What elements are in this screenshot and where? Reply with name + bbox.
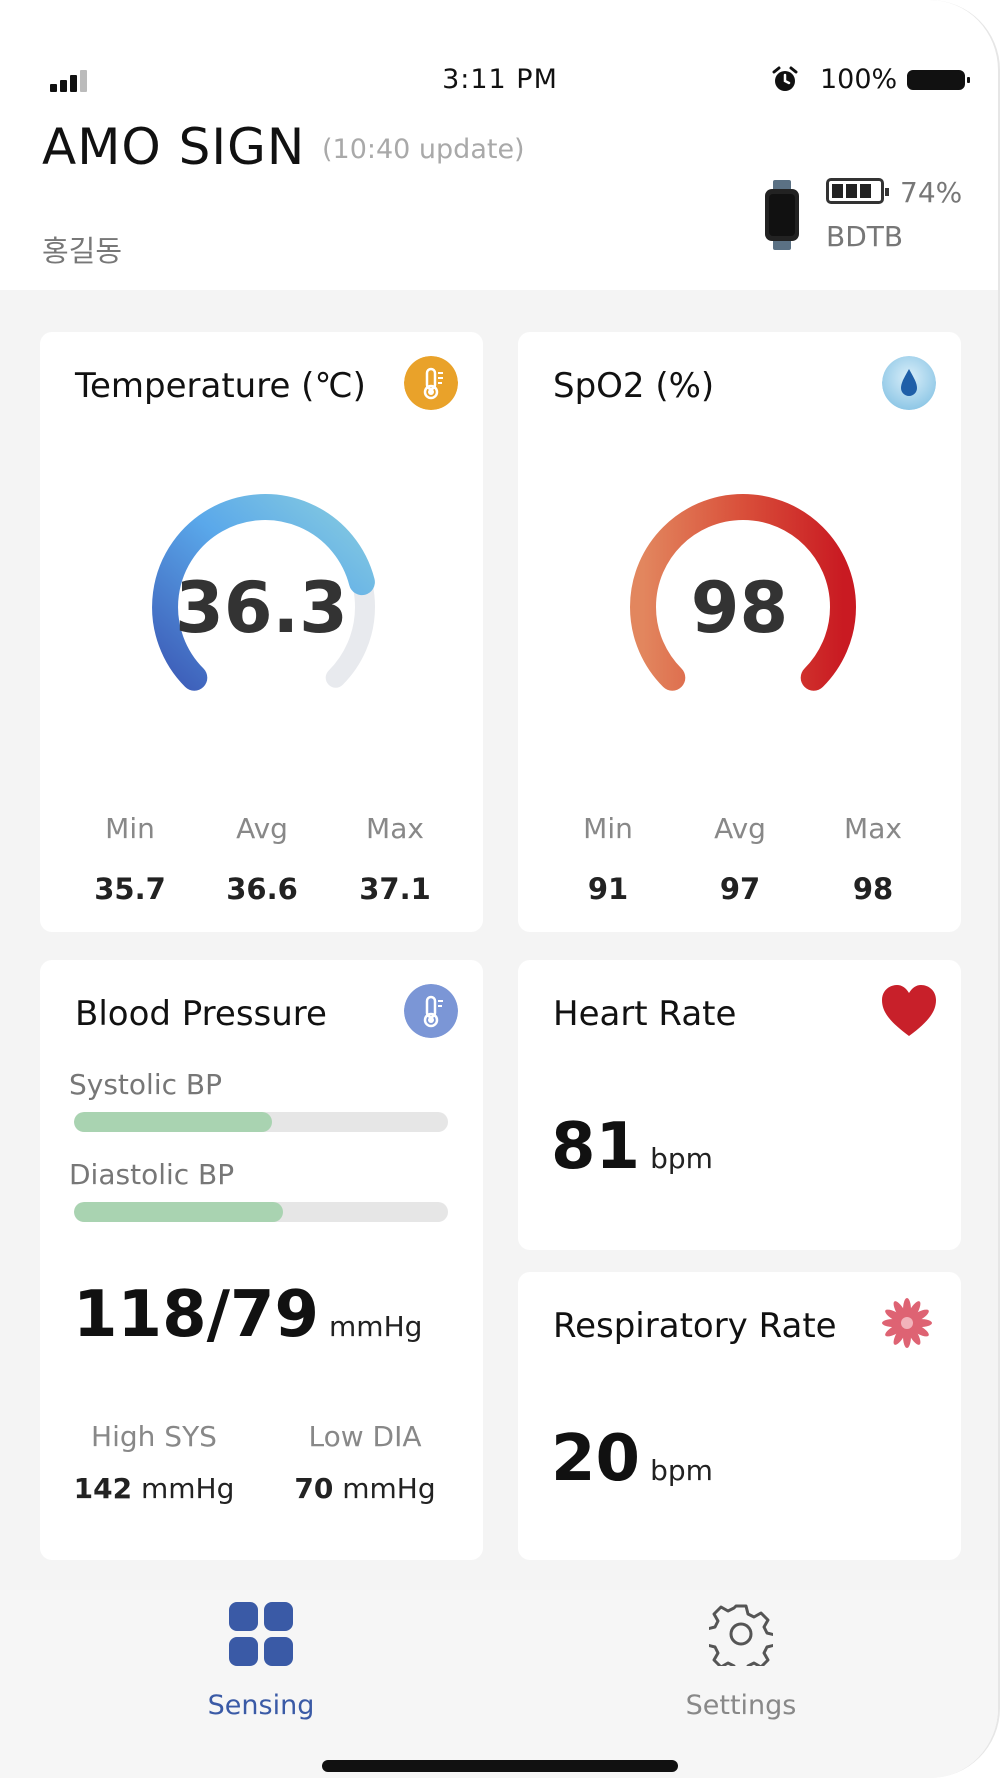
gear-icon	[709, 1604, 773, 1666]
nav-sensing[interactable]: Sensing	[196, 1590, 326, 1730]
spo2-avg-value: 97	[719, 872, 761, 906]
flower-icon	[882, 1298, 932, 1348]
temperature-min-label: Min	[105, 812, 155, 845]
temperature-max-label: Max	[366, 812, 424, 845]
device-battery-icon	[826, 178, 889, 204]
app-title: AMO SIGN	[42, 118, 306, 176]
blood-pressure-card[interactable]: Blood Pressure Systolic BP Diastolic BP …	[40, 960, 483, 1560]
thermometer-icon	[404, 356, 458, 410]
battery-percent: 100%	[820, 64, 898, 95]
low-dia-value: 70 mmHg	[294, 1472, 436, 1505]
systolic-bar	[74, 1112, 448, 1132]
nav-settings[interactable]: Settings	[676, 1590, 806, 1730]
update-time: (10:40 update)	[322, 134, 525, 165]
temperature-avg-value: 36.6	[226, 872, 298, 906]
low-dia-label: Low DIA	[308, 1420, 422, 1453]
battery-icon	[907, 70, 970, 90]
user-name: 홍길동	[42, 234, 123, 268]
nav-settings-label: Settings	[685, 1690, 797, 1721]
water-drop-icon	[882, 356, 936, 410]
temperature-value: 36.3	[175, 567, 348, 649]
signal-icon	[50, 70, 94, 92]
heart-icon	[882, 985, 936, 1036]
card-title: Blood Pressure	[75, 994, 327, 1034]
respiratory-rate-value: 20 bpm	[551, 1422, 713, 1496]
grid-icon	[229, 1602, 293, 1666]
spo2-value: 98	[690, 567, 789, 649]
temperature-avg-label: Avg	[236, 812, 288, 845]
diastolic-label: Diastolic BP	[69, 1158, 235, 1191]
temperature-card[interactable]: Temperature (℃) 36.3	[40, 332, 483, 932]
card-title: SpO2 (%)	[553, 366, 715, 406]
alarm-icon	[772, 66, 798, 91]
temperature-min-value: 35.7	[94, 872, 166, 906]
card-title: Temperature (℃)	[75, 366, 366, 406]
blood-pressure-value: 118/79 mmHg	[73, 1278, 423, 1352]
status-time: 3:11 PM	[442, 64, 558, 95]
dashboard: Temperature (℃) 36.3	[0, 290, 998, 1590]
thermometer-icon	[404, 984, 458, 1038]
status-bar: 3:11 PM 100%	[0, 60, 998, 104]
systolic-label: Systolic BP	[69, 1068, 222, 1101]
high-sys-label: High SYS	[91, 1420, 217, 1453]
device-name: BDTB	[826, 220, 904, 253]
spo2-max-value: 98	[852, 872, 894, 906]
systolic-bar-fill	[74, 1112, 273, 1132]
temperature-gauge	[152, 494, 375, 691]
respiratory-rate-card[interactable]: Respiratory Rate 20 bp	[518, 1272, 961, 1560]
diastolic-bar	[74, 1202, 448, 1222]
spo2-gauge	[630, 494, 856, 691]
spo2-min-value: 91	[587, 872, 629, 906]
spo2-min-label: Min	[583, 812, 633, 845]
temperature-max-value: 37.1	[359, 872, 431, 906]
card-title: Heart Rate	[553, 994, 737, 1034]
device-battery-percent: 74%	[900, 176, 963, 209]
spo2-avg-label: Avg	[714, 812, 766, 845]
spo2-card[interactable]: SpO2 (%)	[518, 332, 961, 932]
high-sys-value: 142 mmHg	[73, 1472, 235, 1505]
heart-rate-card[interactable]: Heart Rate 81 bpm	[518, 960, 961, 1250]
bottom-nav: Sensing Settings	[0, 1590, 998, 1778]
heart-rate-value: 81 bpm	[551, 1110, 713, 1184]
nav-sensing-label: Sensing	[207, 1690, 315, 1721]
smartwatch-icon	[765, 180, 799, 250]
home-indicator[interactable]	[322, 1760, 678, 1772]
spo2-max-label: Max	[844, 812, 902, 845]
card-title: Respiratory Rate	[553, 1306, 837, 1346]
diastolic-bar-fill	[74, 1202, 284, 1222]
